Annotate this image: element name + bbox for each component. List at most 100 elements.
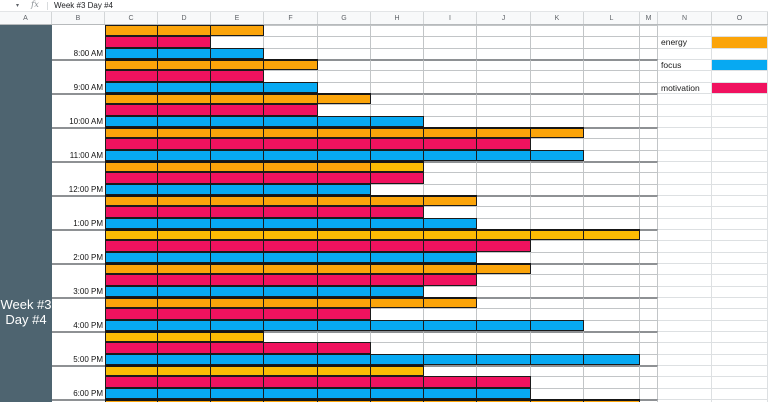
focus-bar-cell[interactable] [318, 115, 371, 127]
cell-O[interactable] [712, 308, 768, 320]
motivation-bar-cell[interactable] [105, 206, 158, 218]
cell-O[interactable] [712, 228, 768, 241]
cell-F[interactable] [264, 25, 318, 37]
energy-bar-cell[interactable] [371, 160, 424, 173]
cell-B[interactable] [52, 330, 105, 343]
focus-bar-cell[interactable] [264, 319, 318, 331]
cell-L[interactable] [584, 319, 640, 331]
motivation-bar-cell[interactable] [158, 172, 211, 184]
energy-bar-cell[interactable] [424, 262, 477, 275]
energy-bar-cell[interactable] [211, 296, 264, 309]
cell-I[interactable] [424, 70, 477, 82]
cell-L[interactable] [584, 58, 640, 71]
cell-L[interactable] [584, 376, 640, 388]
energy-bar-cell[interactable] [211, 160, 264, 173]
cell-O[interactable] [712, 319, 768, 331]
cell-O[interactable] [712, 240, 768, 252]
cell-N[interactable] [658, 376, 712, 388]
focus-bar-cell[interactable] [318, 183, 371, 195]
energy-bar-cell[interactable] [105, 194, 158, 207]
energy-bar-cell[interactable] [105, 58, 158, 71]
energy-bar-cell[interactable] [158, 296, 211, 309]
cell-M[interactable] [640, 308, 658, 320]
cell-O[interactable] [712, 296, 768, 309]
cell-J[interactable] [477, 47, 531, 59]
cell-M[interactable] [640, 353, 658, 365]
energy-bar-cell[interactable] [158, 194, 211, 207]
focus-bar-cell[interactable] [158, 285, 211, 297]
focus-bar-cell[interactable] [211, 115, 264, 127]
cell-O[interactable] [712, 115, 768, 127]
cell-N[interactable] [658, 274, 712, 286]
focus-bar-cell[interactable] [371, 387, 424, 399]
cell-I[interactable] [424, 81, 477, 93]
cell-H[interactable] [371, 308, 424, 320]
cell-N[interactable] [658, 47, 712, 59]
cell-N[interactable] [658, 308, 712, 320]
focus-bar-cell[interactable] [477, 319, 531, 331]
cell-M[interactable] [640, 387, 658, 399]
cell-B[interactable] [52, 194, 105, 207]
focus-bar-cell[interactable] [264, 217, 318, 229]
cell-B[interactable] [52, 274, 105, 286]
motivation-bar-cell[interactable] [477, 240, 531, 252]
cell-I[interactable] [424, 115, 477, 127]
cell-K[interactable] [531, 251, 584, 263]
column-header-C[interactable]: C [105, 12, 158, 24]
cell-N[interactable] [658, 160, 712, 173]
energy-bar-cell[interactable] [158, 126, 211, 139]
cell-K[interactable] [531, 285, 584, 297]
focus-bar-cell[interactable] [158, 115, 211, 127]
cell-N[interactable] [658, 172, 712, 184]
energy-bar-cell[interactable] [264, 228, 318, 241]
cell-I[interactable] [424, 25, 477, 37]
cell-M[interactable] [640, 138, 658, 150]
cell-H[interactable] [371, 104, 424, 116]
cell-H[interactable] [371, 36, 424, 48]
cell-K[interactable] [531, 308, 584, 320]
cell-L[interactable] [584, 387, 640, 399]
focus-bar-cell[interactable] [105, 81, 158, 93]
motivation-bar-cell[interactable] [105, 342, 158, 354]
focus-bar-cell[interactable] [158, 217, 211, 229]
cell-J[interactable] [477, 342, 531, 354]
focus-bar-cell[interactable] [264, 353, 318, 365]
cell-N[interactable] [658, 240, 712, 252]
cell-O[interactable] [712, 183, 768, 195]
column-header-B[interactable]: B [52, 12, 105, 24]
focus-bar-cell[interactable] [371, 115, 424, 127]
cell-L[interactable] [584, 206, 640, 218]
cell-M[interactable] [640, 376, 658, 388]
energy-bar-cell[interactable] [264, 194, 318, 207]
cell-L[interactable] [584, 262, 640, 275]
cell-B[interactable] [52, 376, 105, 388]
time-label[interactable]: 12:00 PM [52, 183, 105, 195]
focus-bar-cell[interactable] [424, 387, 477, 399]
cell-K[interactable] [531, 194, 584, 207]
cell-N[interactable] [658, 398, 712, 402]
focus-bar-cell[interactable] [318, 251, 371, 263]
cell-G[interactable] [318, 330, 371, 343]
energy-bar-cell[interactable] [105, 92, 158, 105]
focus-bar-cell[interactable] [371, 353, 424, 365]
cell-N[interactable] [658, 342, 712, 354]
cell-J[interactable] [477, 115, 531, 127]
focus-bar-cell[interactable] [105, 149, 158, 161]
motivation-bar-cell[interactable] [105, 274, 158, 286]
cell-L[interactable] [584, 308, 640, 320]
energy-bar-cell[interactable] [211, 330, 264, 343]
cell-L[interactable] [584, 25, 640, 37]
energy-bar-cell[interactable] [424, 296, 477, 309]
cell-O[interactable] [712, 92, 768, 105]
motivation-bar-cell[interactable] [211, 70, 264, 82]
energy-bar-cell[interactable] [105, 262, 158, 275]
legend-label-energy[interactable]: energy [658, 36, 712, 48]
cell-L[interactable] [584, 285, 640, 297]
cell-B[interactable] [52, 364, 105, 377]
energy-bar-cell[interactable] [211, 58, 264, 71]
motivation-bar-cell[interactable] [264, 172, 318, 184]
cell-N[interactable] [658, 104, 712, 116]
motivation-bar-cell[interactable] [264, 274, 318, 286]
cell-G[interactable] [318, 36, 371, 48]
focus-bar-cell[interactable] [158, 251, 211, 263]
